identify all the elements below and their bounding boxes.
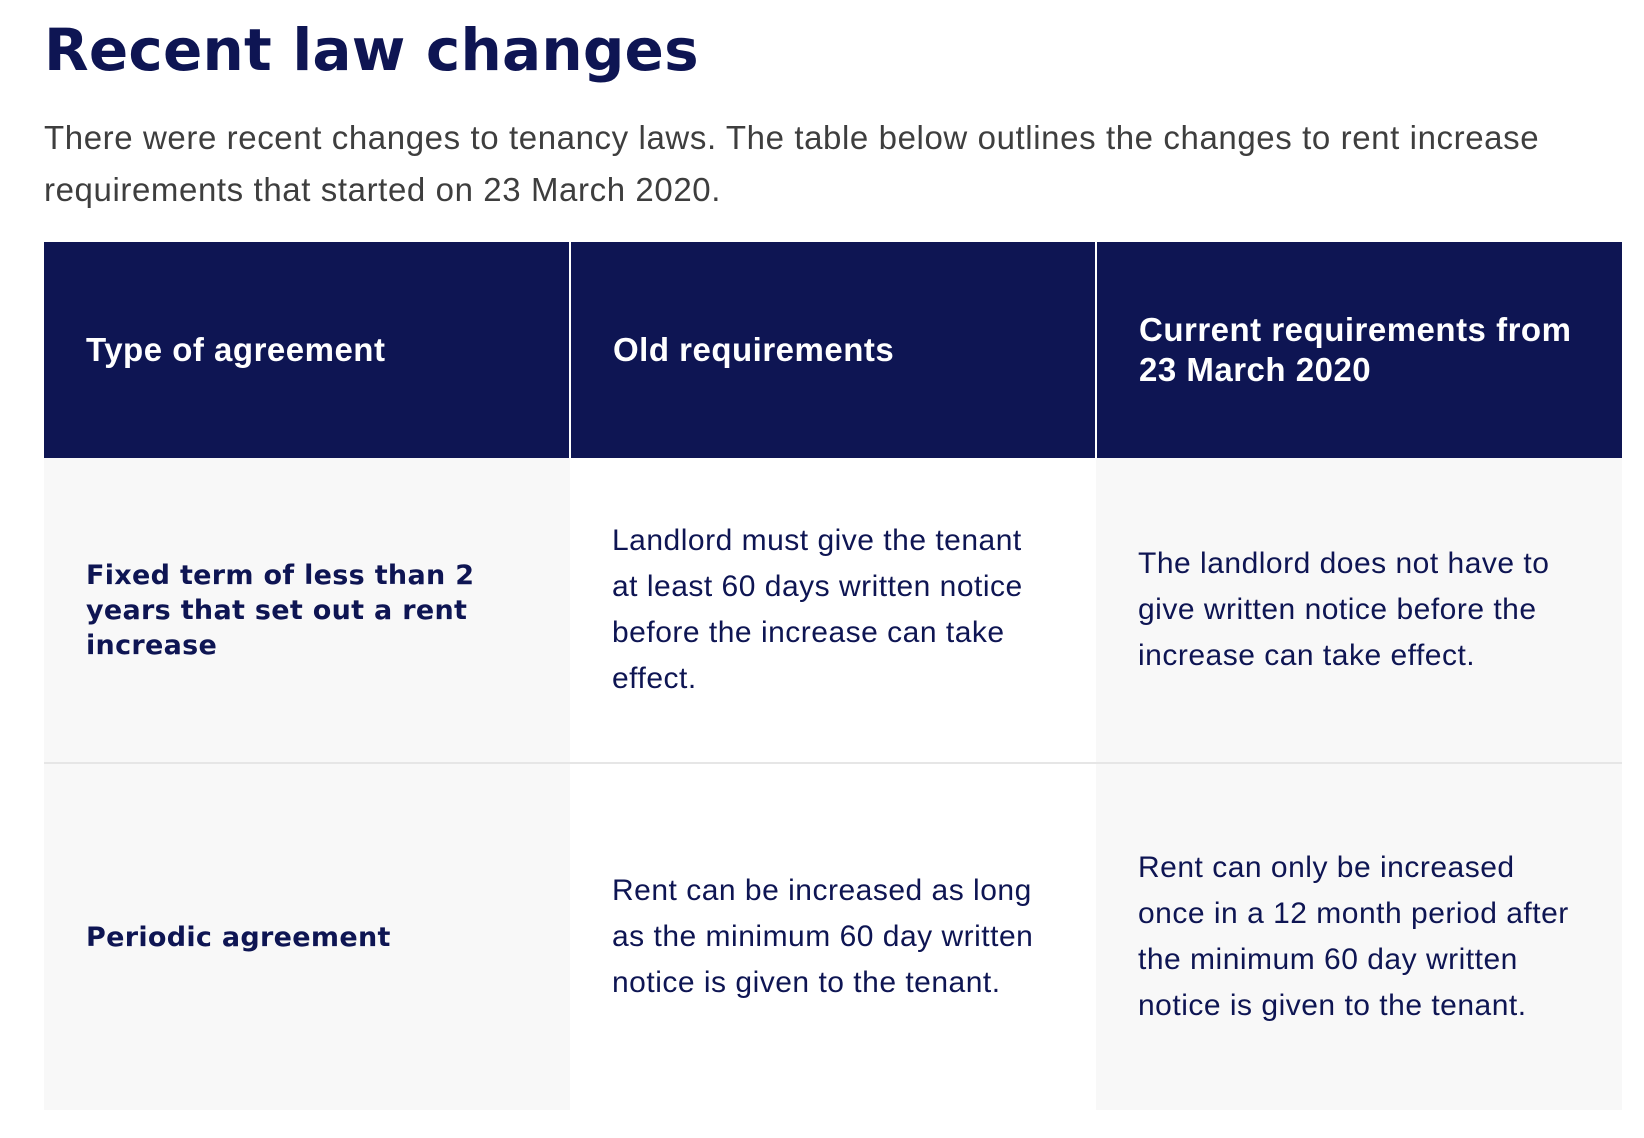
table-header: Type of agreement Old requirements Curre… bbox=[44, 242, 1622, 458]
header-current-requirements: Current requirements from 23 March 2020 bbox=[1096, 242, 1622, 458]
intro-paragraph: There were recent changes to tenancy law… bbox=[44, 119, 1540, 208]
law-changes-table: Type of agreement Old requirements Curre… bbox=[44, 242, 1622, 1110]
cell-current-requirements: Rent can only be increased once in a 12 … bbox=[1096, 763, 1622, 1110]
cell-old-requirements: Landlord must give the tenant at least 6… bbox=[570, 458, 1096, 764]
table-row: Fixed term of less than 2 years that set… bbox=[44, 458, 1622, 764]
header-type-of-agreement: Type of agreement bbox=[44, 242, 571, 458]
cell-type-of-agreement: Fixed term of less than 2 years that set… bbox=[44, 458, 570, 764]
cell-old-requirements: Rent can be increased as long as the min… bbox=[570, 763, 1096, 1110]
cell-type-of-agreement: Periodic agreement bbox=[44, 763, 570, 1110]
table-row: Periodic agreement Rent can be increased… bbox=[44, 763, 1622, 1110]
cell-current-requirements: The landlord does not have to give writt… bbox=[1096, 458, 1622, 764]
table-body: Fixed term of less than 2 years that set… bbox=[44, 458, 1622, 1110]
page-title: Recent law changes bbox=[44, 16, 699, 84]
table-header-row: Type of agreement Old requirements Curre… bbox=[44, 242, 1622, 458]
header-old-requirements: Old requirements bbox=[570, 242, 1097, 458]
